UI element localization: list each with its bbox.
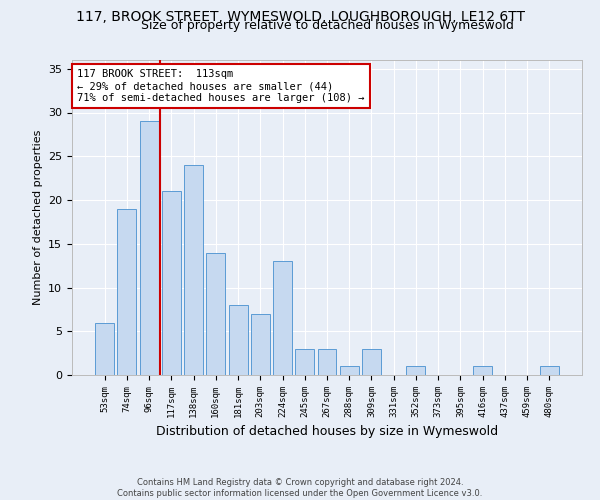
- Bar: [540, 366, 559, 375]
- Bar: [406, 366, 425, 375]
- Bar: [251, 314, 270, 375]
- Bar: [184, 165, 203, 375]
- Bar: [229, 305, 248, 375]
- X-axis label: Distribution of detached houses by size in Wymeswold: Distribution of detached houses by size …: [156, 426, 498, 438]
- Y-axis label: Number of detached properties: Number of detached properties: [32, 130, 43, 305]
- Title: Size of property relative to detached houses in Wymeswold: Size of property relative to detached ho…: [140, 20, 514, 32]
- Bar: [140, 121, 158, 375]
- Bar: [340, 366, 359, 375]
- Bar: [118, 209, 136, 375]
- Text: 117 BROOK STREET:  113sqm
← 29% of detached houses are smaller (44)
71% of semi-: 117 BROOK STREET: 113sqm ← 29% of detach…: [77, 70, 365, 102]
- Text: 117, BROOK STREET, WYMESWOLD, LOUGHBOROUGH, LE12 6TT: 117, BROOK STREET, WYMESWOLD, LOUGHBOROU…: [76, 10, 524, 24]
- Bar: [473, 366, 492, 375]
- Bar: [362, 349, 381, 375]
- Bar: [206, 252, 225, 375]
- Bar: [273, 261, 292, 375]
- Bar: [95, 322, 114, 375]
- Text: Contains HM Land Registry data © Crown copyright and database right 2024.
Contai: Contains HM Land Registry data © Crown c…: [118, 478, 482, 498]
- Bar: [295, 349, 314, 375]
- Bar: [317, 349, 337, 375]
- Bar: [162, 191, 181, 375]
